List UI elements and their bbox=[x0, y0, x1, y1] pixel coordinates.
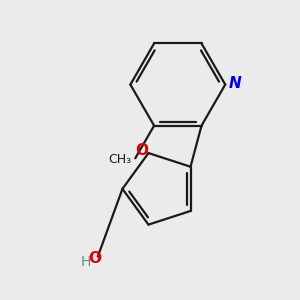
Text: O: O bbox=[89, 250, 102, 266]
Text: CH₃: CH₃ bbox=[108, 153, 131, 167]
Text: H: H bbox=[80, 255, 91, 269]
Text: N: N bbox=[229, 76, 242, 92]
Text: O: O bbox=[135, 143, 148, 158]
